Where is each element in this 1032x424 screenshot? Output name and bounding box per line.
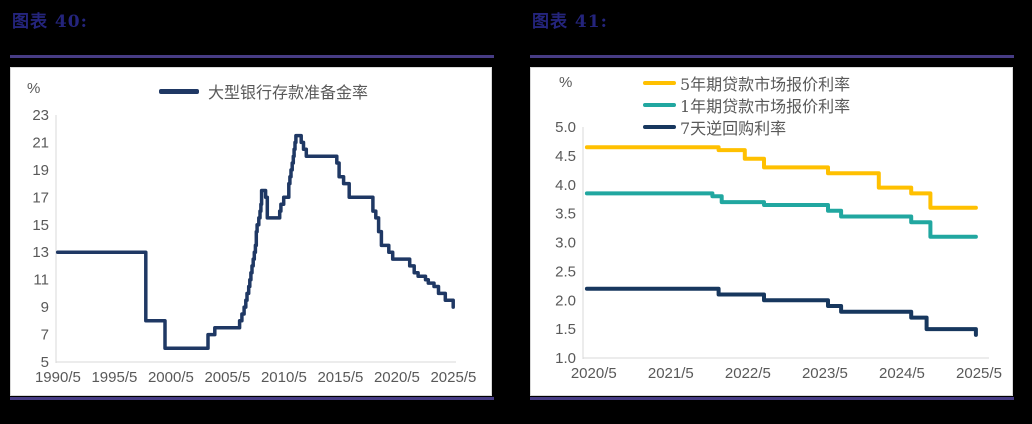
x-tick-label: 2015/5: [317, 369, 363, 386]
series-line: [584, 145, 978, 210]
policy-rates-chart: 1.0 1.5 2.0 2.5 3.0 3.5 4.0 4.5 5.0 2020/5 2021/5 2…: [555, 119, 1002, 382]
y-tick-label: 9: [41, 299, 49, 316]
y-tick-label: 11: [33, 272, 49, 289]
x-tick-label: 2010/5: [261, 369, 307, 386]
y-tick-label: 3.0: [555, 235, 576, 252]
legend-line-marker: [159, 88, 199, 94]
y-tick-label: 23: [32, 107, 49, 124]
x-tick-label: 2025/5: [956, 365, 1002, 382]
y-tick-label: 4.0: [555, 177, 576, 194]
figure-41-caption: 图表 41:: [532, 12, 608, 32]
y-tick-label: 2.0: [555, 292, 576, 309]
y-tick-label: 13: [32, 244, 49, 261]
legend-item: 1年期贷款市场报价利率: [643, 94, 850, 116]
x-tick-label: 1995/5: [91, 369, 137, 386]
y-axis-unit-label: %: [559, 74, 573, 91]
y-tick-label: 1.0: [555, 350, 576, 367]
legend-label: 7天逆回购利率: [680, 119, 787, 138]
x-tick-label: 2024/5: [879, 365, 925, 382]
x-tick-label: 2025/5: [430, 369, 476, 386]
policy-rates-chart-card: 1.0 1.5 2.0 2.5 3.0 3.5 4.0 4.5 5.0 2020/5 2021/5 2…: [530, 67, 1013, 396]
y-tick-label: 4.5: [555, 148, 576, 165]
x-tick-label: 2022/5: [725, 365, 771, 382]
panel-bottom-divider: [530, 397, 1014, 400]
legend-line-marker: [643, 103, 676, 107]
panel-bottom-divider: [10, 397, 494, 400]
x-tick-label: 2005/5: [204, 369, 250, 386]
y-tick-label: 7: [41, 327, 49, 344]
x-tick-label: 2020/5: [571, 365, 617, 382]
legend-label: 5年期贷款市场报价利率: [680, 75, 851, 94]
x-tick-label: 2023/5: [802, 365, 848, 382]
y-tick-label: 5.0: [555, 119, 576, 136]
x-tick-label: 2021/5: [648, 365, 694, 382]
y-tick-label: 3.5: [555, 206, 576, 223]
x-tick-label: 2000/5: [148, 369, 194, 386]
reserve-ratio-chart-card: 5 7 9 11 13 15 17 19 21 23 1990/5 1995/5 2000/5 2005/…: [10, 67, 492, 396]
caption-divider: [10, 55, 494, 58]
y-tick-label: 15: [32, 217, 49, 234]
y-tick-label: 2.5: [555, 263, 576, 280]
series-line: [55, 133, 455, 351]
y-tick-label: 17: [32, 189, 49, 206]
y-tick-label: 21: [32, 134, 49, 151]
legend-item: 7天逆回购利率: [643, 116, 850, 138]
legend-label: 大型银行存款准备金率: [208, 83, 369, 102]
legend-line-marker: [643, 125, 676, 129]
y-tick-label: 19: [32, 162, 49, 179]
figure-40-caption: 图表 40:: [12, 12, 88, 32]
series-line: [584, 286, 978, 337]
reserve-ratio-chart: 5 7 9 11 13 15 17 19 21 23 1990/5 1995/5 2000/5 2005/…: [32, 107, 476, 386]
caption-divider: [530, 55, 1014, 58]
figure-41-panel: 图表 41: 1.0 1.5 2.0 2.5 3.0 3.5 4.0 4.5 5.0 2020/5…: [530, 0, 1014, 424]
legend-item: 大型银行存款准备金率: [159, 80, 368, 102]
series-line: [584, 191, 978, 239]
figure-40-panel: 图表 40: 5 7 9 11 13 15 17 19 21 23 1990/5 1995/5 2000…: [10, 0, 494, 424]
legend-label: 1年期贷款市场报价利率: [680, 97, 851, 116]
x-tick-label: 1990/5: [35, 369, 81, 386]
y-tick-label: 1.5: [555, 321, 576, 338]
y-axis-unit-label: %: [27, 80, 41, 97]
x-tick-label: 2020/5: [374, 369, 420, 386]
y-tick-label: 5: [41, 354, 49, 371]
legend-item: 5年期贷款市场报价利率: [643, 72, 850, 94]
legend: 大型银行存款准备金率: [159, 80, 368, 102]
legend: 5年期贷款市场报价利率 1年期贷款市场报价利率 7天逆回购利率: [643, 72, 850, 138]
legend-line-marker: [643, 81, 676, 85]
